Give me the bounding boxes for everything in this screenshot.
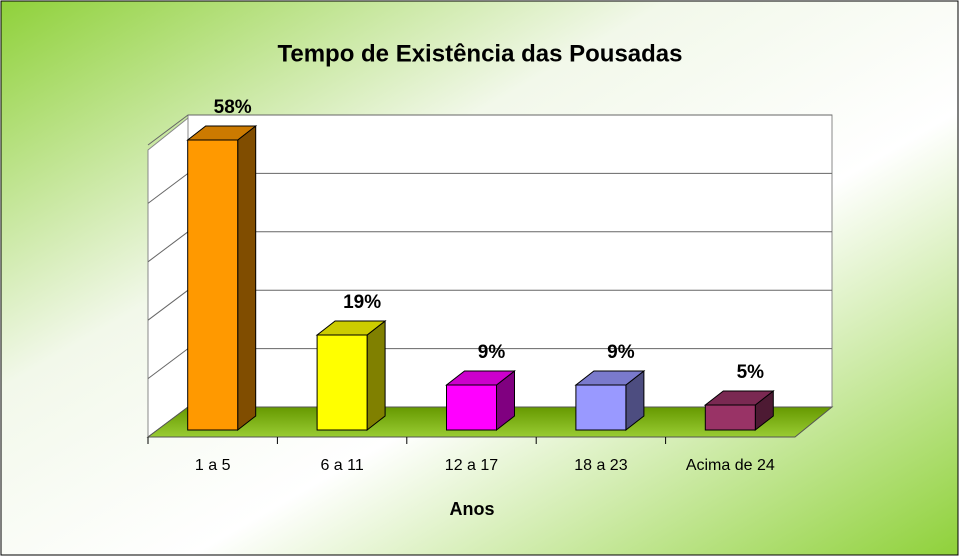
side-grid-line [147,348,189,380]
back-wall [187,114,833,408]
x-axis-title: Anos [450,499,495,519]
bar [704,404,756,431]
bar-side [237,124,257,432]
bar [575,384,627,431]
x-tick-label: 1 a 5 [195,457,231,474]
x-tick-label: 12 a 17 [445,457,498,474]
data-label: 9% [607,342,635,363]
data-label: 9% [478,342,506,363]
bar-side [366,319,386,432]
x-tick-label: Acima de 24 [686,457,775,474]
chart-title: Tempo de Existência das Pousadas [277,40,682,67]
data-label: 5% [737,362,765,383]
bar [446,384,497,431]
x-tick-label: 18 a 23 [574,457,627,474]
side-grid-line [147,172,189,204]
bar [187,139,239,431]
side-grid-line [147,289,189,321]
data-label: 19% [343,292,381,313]
bar [316,334,368,431]
side-grid-line [147,114,189,146]
data-label: 58% [214,97,252,118]
side-grid-line [147,231,189,263]
side-wall [147,116,189,438]
x-tick-label: 6 a 11 [320,457,363,474]
